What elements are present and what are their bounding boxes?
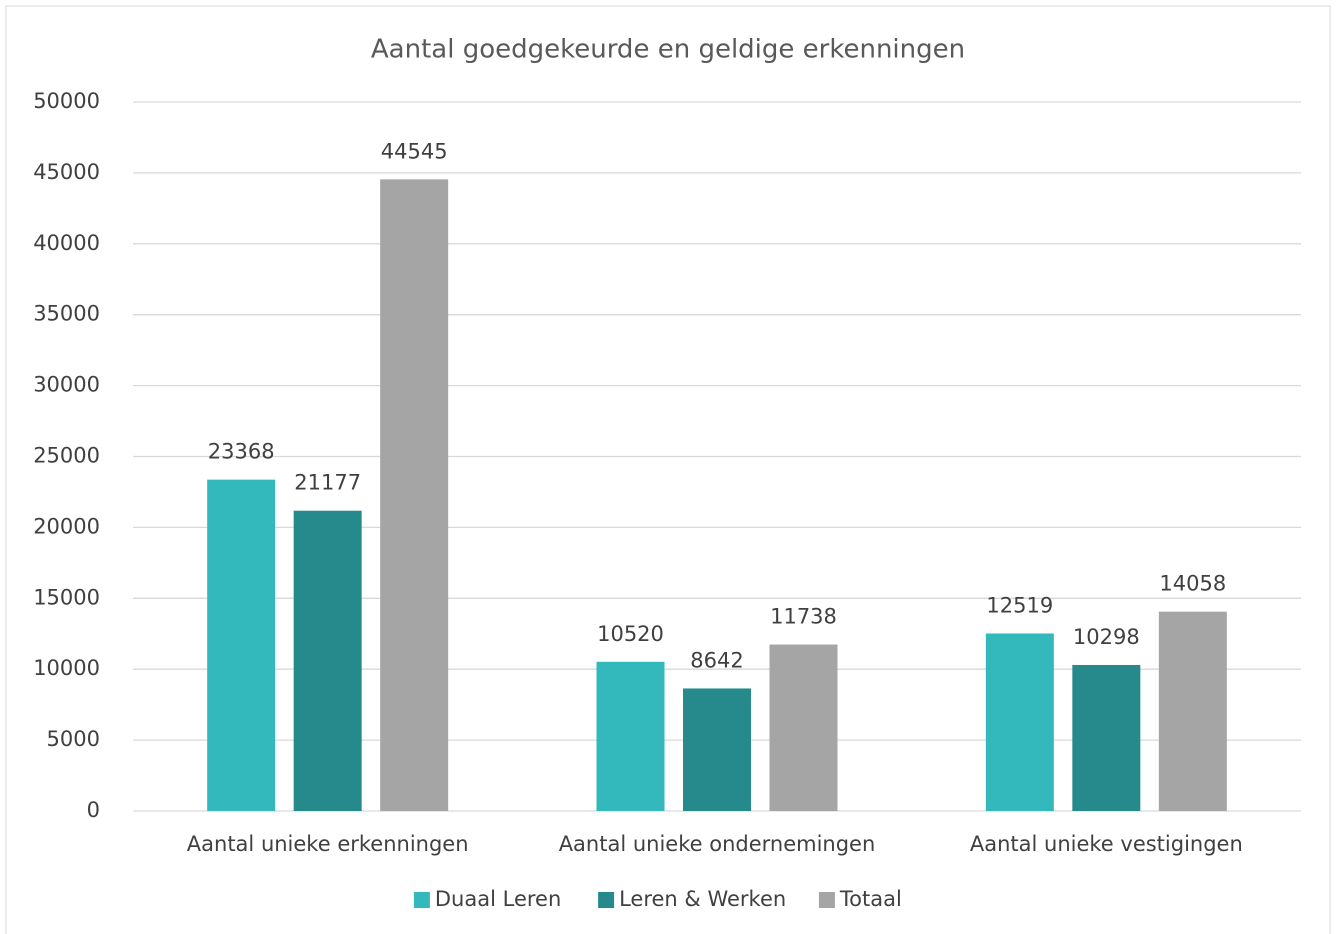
bar [769,644,838,811]
y-tick-label: 35000 [33,302,100,326]
bar [293,510,362,811]
y-tick-label: 0 [87,798,100,822]
y-tick-label: 40000 [33,231,100,255]
bar [1158,611,1227,811]
legend-swatch [818,892,835,908]
chart-title: Aantal goedgekeurde en geldige erkenning… [371,35,965,65]
data-label: 10520 [597,622,664,646]
legend-label: Duaal Leren [435,887,561,911]
x-tick-label: Aantal unieke vestigingen [970,832,1243,856]
bar [1072,664,1141,811]
y-tick-label: 20000 [33,514,100,538]
x-tick-label: Aantal unieke ondernemingen [559,832,876,856]
data-label: 12519 [986,593,1053,617]
data-label: 23368 [208,440,275,464]
bar [380,179,449,811]
y-tick-label: 15000 [33,585,100,609]
y-tick-label: 30000 [33,373,100,397]
legend-label: Totaal [839,887,902,911]
y-tick-label: 25000 [33,444,100,468]
data-label: 44545 [381,139,448,163]
y-tick-label: 5000 [47,727,100,751]
bar [683,688,751,811]
data-label: 14058 [1159,572,1226,596]
legend-swatch [413,892,430,908]
data-label: 21177 [294,471,361,495]
x-tick-label: Aantal unieke erkenningen [187,832,469,856]
legend-swatch [598,892,615,908]
y-tick-label: 10000 [33,656,100,680]
data-label: 11738 [770,605,837,629]
bar [596,661,665,811]
bar [985,633,1054,811]
data-label: 10298 [1073,625,1140,649]
legend-label: Leren & Werken [619,887,786,911]
bar [207,479,276,811]
data-label: 8642 [690,648,743,672]
y-tick-label: 45000 [33,160,100,184]
y-tick-label: 50000 [33,89,100,113]
